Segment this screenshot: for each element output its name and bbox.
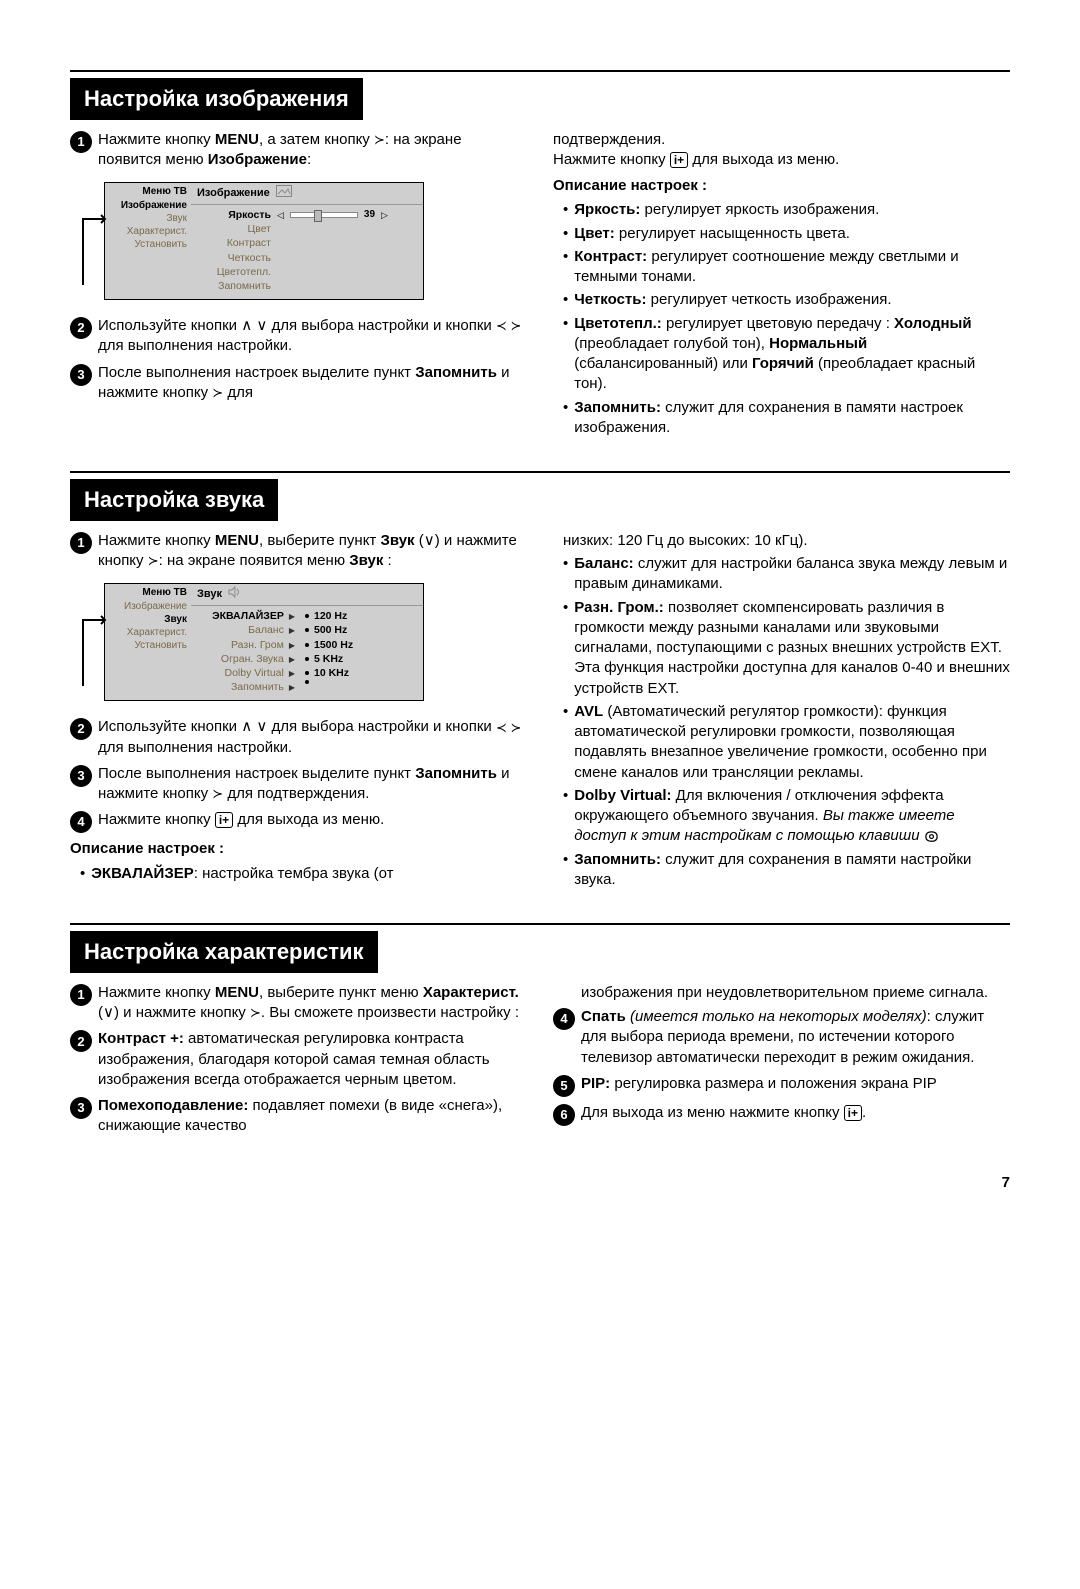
menu-sidebar-item: Звук xyxy=(109,613,187,626)
desc-bullet: Dolby Virtual: Для включения / отключени… xyxy=(553,786,1010,847)
speaker-icon xyxy=(228,586,242,603)
menu-sidebar-item: Изображение xyxy=(109,600,187,613)
menu-main: Звук ЭКВАЛАЙЗЕРБалансРазн. ГромОгран. Зв… xyxy=(191,584,423,700)
step-num: 2 xyxy=(70,718,92,740)
section-title: Настройка изображения xyxy=(70,78,363,120)
step-2: 2 Используйте кнопки ∧ ∨ для выбора наст… xyxy=(70,717,527,758)
menu-sidebar-item: Установить xyxy=(109,639,187,652)
desc-bullet: Четкость: регулирует четкость изображени… xyxy=(553,290,1010,310)
menu-sound-mock: Меню ТВ ИзображениеЗвукХарактерист.Устан… xyxy=(104,583,424,701)
menu-row: Dolby Virtual xyxy=(197,666,295,680)
step: 6Для выхода из меню нажмите кнопку i+. xyxy=(553,1103,1010,1126)
menu-connector xyxy=(83,211,105,267)
step-num-2: 2 xyxy=(70,317,92,339)
desc-bullet: Контраст: регулирует соотношение между с… xyxy=(553,247,1010,288)
menu-row: Цветотепл. xyxy=(197,265,417,279)
section-rule xyxy=(70,471,1010,473)
menu-sidebar-item: Характерист. xyxy=(109,225,187,238)
right-column: низких: 120 Гц до высоких: 10 кГц). Бала… xyxy=(553,531,1010,893)
menu-row: ЭКВАЛАЙЗЕР xyxy=(197,609,295,623)
desc-bullet: Запомнить: служит для сохранения в памят… xyxy=(553,398,1010,439)
menu-sidebar-item: Изображение xyxy=(109,199,187,212)
step-body: Нажмите кнопку MENU, а затем кнопку ≻: н… xyxy=(98,130,527,171)
right-intro: низких: 120 Гц до высоких: 10 кГц). xyxy=(553,531,1010,551)
step-2: 2 Используйте кнопки ∧ ∨ для выбора наст… xyxy=(70,316,527,357)
step-num: 4 xyxy=(553,1008,575,1030)
step: 4Спать (имеется только на некоторых моде… xyxy=(553,1007,1010,1068)
section-title: Настройка характеристик xyxy=(70,931,378,973)
right-column: подтверждения.Нажмите кнопку i+ для выхо… xyxy=(553,130,1010,442)
step-1: 1 Нажмите кнопку MENU, выберите пункт Зв… xyxy=(70,531,527,572)
section-feature-settings: Настройка характеристик 1Нажмите кнопку … xyxy=(70,923,1010,1142)
eq-freq: 10 KHz xyxy=(305,666,353,680)
step-num: 2 xyxy=(70,1030,92,1052)
menu-row: Контраст xyxy=(197,236,417,250)
desc-bullet: Цвет: регулирует насыщенность цвета. xyxy=(553,224,1010,244)
step-num: 6 xyxy=(553,1104,575,1126)
menu-main-title: Звук xyxy=(197,587,222,602)
left-column: 1 Нажмите кнопку MENU, выберите пункт Зв… xyxy=(70,531,527,893)
step-num-3: 3 xyxy=(70,364,92,386)
menu-row: Четкость xyxy=(197,251,417,265)
section-image-settings: Настройка изображения 1 Нажмите кнопку M… xyxy=(70,70,1010,441)
menu-row: Разн. Гром xyxy=(197,638,295,652)
menu-sidebar-item: Звук xyxy=(109,212,187,225)
menu-row: Запомнить xyxy=(197,279,417,293)
menu-row: Баланс xyxy=(197,623,295,637)
menu-connector xyxy=(83,612,105,668)
section-sound-settings: Настройка звука 1 Нажмите кнопку MENU, в… xyxy=(70,471,1010,893)
step: 1Нажмите кнопку MENU, выберите пункт мен… xyxy=(70,983,527,1024)
eq-freq: 1500 Hz xyxy=(305,638,353,652)
section-rule xyxy=(70,923,1010,925)
menu-sidebar: Меню ТВ ИзображениеЗвукХарактерист.Устан… xyxy=(105,183,191,299)
step-num: 3 xyxy=(70,765,92,787)
desc-bullet: Цветотепл.: регулирует цветовую передачу… xyxy=(553,314,1010,395)
page-number: 7 xyxy=(70,1173,1010,1193)
step: 2Контраст +: автоматическая регулировка … xyxy=(70,1029,527,1090)
step-num: 5 xyxy=(553,1075,575,1097)
menu-sidebar-title: Меню ТВ xyxy=(109,185,187,199)
menu-sidebar-item: Характерист. xyxy=(109,626,187,639)
section-title: Настройка звука xyxy=(70,479,278,521)
step-1: 1 Нажмите кнопку MENU, а затем кнопку ≻:… xyxy=(70,130,527,171)
right-intro: изображения при неудовлетворительном при… xyxy=(553,983,1010,1003)
step-num: 3 xyxy=(70,1097,92,1119)
menu-row: Запомнить xyxy=(197,680,295,694)
eq-freq: 5 KHz xyxy=(305,652,353,666)
desc-bullet: Яркость: регулирует яркость изображения. xyxy=(553,200,1010,220)
menu-main: Изображение Яркость◁39▷ЦветКонтрастЧетко… xyxy=(191,183,423,299)
picture-icon xyxy=(276,185,292,202)
desc-bullet: ЭКВАЛАЙЗЕР: настройка тембра звука (от xyxy=(70,864,527,884)
step: 5PIP: регулировка размера и положения эк… xyxy=(553,1074,1010,1097)
step-num: 4 xyxy=(70,811,92,833)
menu-sidebar-item: Установить xyxy=(109,238,187,251)
eq-freq: 500 Hz xyxy=(305,623,353,637)
desc-bullet: AVL (Автоматический регулятор громкости)… xyxy=(553,702,1010,783)
menu-row: Цвет xyxy=(197,222,417,236)
step-4: 4 Нажмите кнопку i+ для выхода из меню. xyxy=(70,810,527,833)
step-num: 1 xyxy=(70,532,92,554)
left-column: 1 Нажмите кнопку MENU, а затем кнопку ≻:… xyxy=(70,130,527,442)
step: 3Помехоподавление: подавляет помехи (в в… xyxy=(70,1096,527,1137)
step-num: 1 xyxy=(70,984,92,1006)
desc-bullet: Баланс: служит для настройки баланса зву… xyxy=(553,554,1010,595)
step-3: 3 После выполнения настроек выделите пун… xyxy=(70,764,527,805)
menu-row: Огран. Звука xyxy=(197,652,295,666)
right-column: изображения при неудовлетворительном при… xyxy=(553,983,1010,1143)
desc-heading: Описание настроек : xyxy=(70,839,527,859)
desc-bullet: Разн. Гром.: позволяет скомпенсировать р… xyxy=(553,598,1010,699)
step-num-1: 1 xyxy=(70,131,92,153)
desc-heading: Описание настроек : xyxy=(553,176,1010,196)
left-column: 1Нажмите кнопку MENU, выберите пункт мен… xyxy=(70,983,527,1143)
menu-sidebar-title: Меню ТВ xyxy=(109,586,187,600)
menu-sidebar: Меню ТВ ИзображениеЗвукХарактерист.Устан… xyxy=(105,584,191,700)
menu-image-mock: Меню ТВ ИзображениеЗвукХарактерист.Устан… xyxy=(104,182,424,300)
menu-main-title: Изображение xyxy=(197,186,270,201)
section-rule xyxy=(70,70,1010,72)
eq-freq: 120 Hz xyxy=(305,609,353,623)
step-3: 3 После выполнения настроек выделите пун… xyxy=(70,363,527,404)
right-intro: подтверждения.Нажмите кнопку i+ для выхо… xyxy=(553,130,1010,171)
menu-row: Яркость◁39▷ xyxy=(197,208,417,222)
desc-bullet: Запомнить: служит для сохранения в памят… xyxy=(553,850,1010,891)
